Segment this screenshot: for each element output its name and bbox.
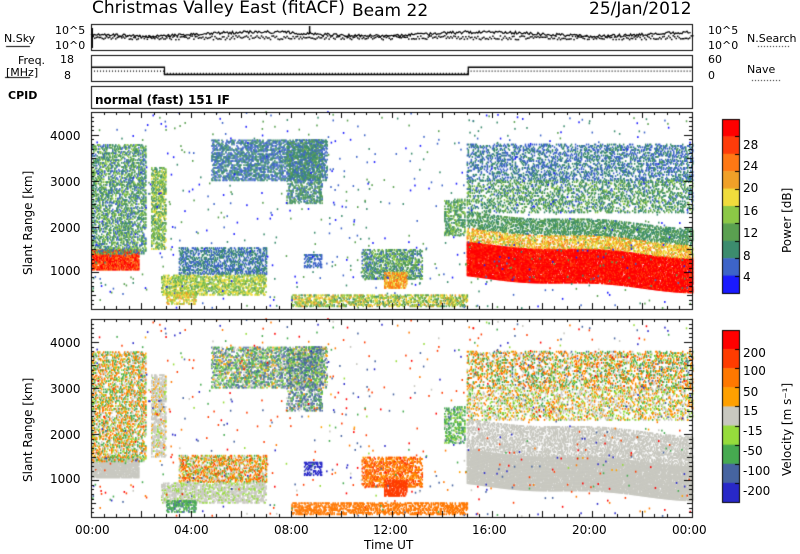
x-axis-label: Time UT [364, 538, 414, 552]
xtick-1600: 16:00 [472, 523, 507, 537]
power-ytick-4000: 4000 [50, 129, 81, 143]
freq-ytick-bottom: 8 [64, 69, 71, 82]
vel-cbar-100: 100 [743, 364, 766, 378]
vel-cbar-neg50: -50 [743, 444, 763, 458]
power-cbar-20: 20 [743, 181, 759, 195]
vel-cbar-200: 200 [743, 346, 766, 360]
power-ytick-1000: 1000 [50, 264, 81, 278]
cpid-value: normal (fast) 151 IF [95, 93, 230, 107]
vel-cbar-50: 50 [743, 385, 759, 399]
beam-label: Beam 22 [352, 1, 429, 21]
power-ytick-3000: 3000 [50, 175, 81, 189]
power-cbar-4: 4 [743, 270, 751, 284]
vel-ytick-3000: 3000 [50, 382, 81, 396]
power-ylabel: Slant Range [km] [21, 170, 35, 275]
vel-ytick-1000: 1000 [50, 472, 81, 486]
nave-ytick-bottom: 0 [708, 69, 715, 82]
vel-cbar-15: 15 [743, 404, 759, 418]
nave-ytick-top: 60 [708, 53, 722, 66]
power-ytick-2000: 2000 [50, 221, 81, 235]
power-cbar-12: 12 [743, 226, 759, 240]
nsearch-label: N.Search [747, 32, 797, 45]
vel-ytick-4000: 4000 [50, 336, 81, 350]
noise-ytick-left-bottom: 10^0 [55, 39, 86, 52]
station-title: Christmas Valley East (fitACF) [92, 0, 345, 18]
vel-cbar-neg15: -15 [743, 424, 763, 438]
vel-cbar-label: Velocity [m s⁻¹] [780, 382, 794, 476]
xtick-0400: 04:00 [174, 523, 209, 537]
freq-label-2: [MHz] [6, 66, 39, 79]
noise-ytick-left-top: 10^5 [55, 24, 86, 37]
xtick-0800: 08:00 [274, 523, 309, 537]
power-cbar-8: 8 [743, 249, 751, 263]
power-cbar-28: 28 [743, 138, 759, 152]
freq-ytick-top: 18 [60, 53, 74, 66]
noise-ytick-right-top: 10^5 [708, 24, 739, 37]
xtick-1200: 12:00 [373, 523, 408, 537]
xtick-2000: 20:00 [572, 523, 607, 537]
vel-ytick-2000: 2000 [50, 428, 81, 442]
vel-ylabel: Slant Range [km] [21, 377, 35, 482]
power-cbar-label: Power [dB] [780, 187, 794, 253]
date-label: 25/Jan/2012 [589, 0, 692, 19]
noise-ytick-right-bottom: 10^0 [708, 39, 739, 52]
xtick-2400: 00:00 [672, 523, 707, 537]
vel-cbar-neg100: -100 [743, 464, 771, 478]
vel-cbar-neg200: -200 [743, 484, 771, 498]
power-cbar-16: 16 [743, 204, 759, 218]
power-cbar-24: 24 [743, 159, 759, 173]
nsky-label: N.Sky [4, 32, 36, 45]
nave-label: Nave [747, 63, 776, 76]
xtick-0000: 00:00 [75, 523, 110, 537]
cpid-label: CPID [8, 89, 38, 102]
freq-label-1: Freq. [18, 54, 46, 67]
